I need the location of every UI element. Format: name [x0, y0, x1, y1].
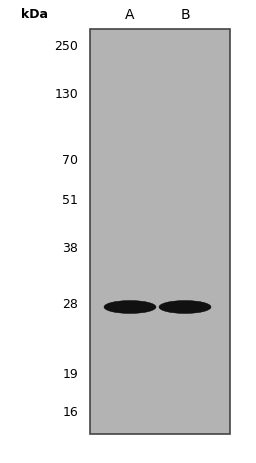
Text: A: A: [125, 8, 135, 22]
Ellipse shape: [159, 301, 211, 314]
Text: 28: 28: [62, 298, 78, 311]
Text: B: B: [180, 8, 190, 22]
FancyBboxPatch shape: [90, 30, 230, 434]
Text: 250: 250: [54, 39, 78, 52]
Text: kDa: kDa: [22, 8, 48, 21]
Ellipse shape: [104, 301, 156, 314]
Text: 70: 70: [62, 153, 78, 166]
Text: 51: 51: [62, 193, 78, 206]
Text: 19: 19: [62, 368, 78, 381]
Text: 16: 16: [62, 405, 78, 418]
Text: 130: 130: [54, 88, 78, 101]
Text: 38: 38: [62, 241, 78, 254]
